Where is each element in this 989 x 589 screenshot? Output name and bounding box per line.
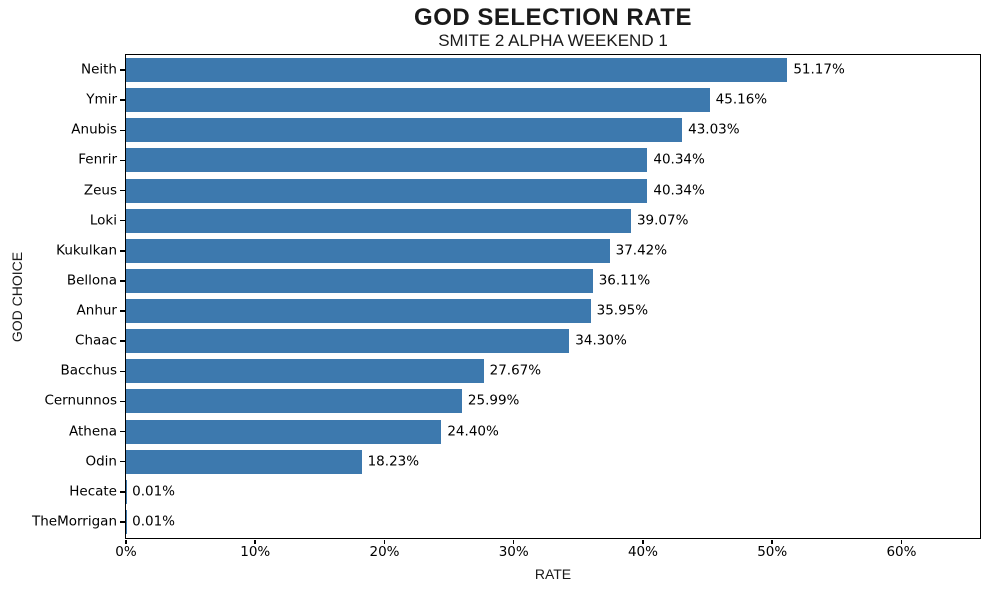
- y-tick-mark: [120, 189, 125, 192]
- x-tick-mark: [771, 539, 773, 544]
- bar: [126, 178, 648, 203]
- bar-value-label: 39.07%: [636, 211, 689, 228]
- x-tick-label: 50%: [757, 544, 788, 560]
- y-tick-mark: [120, 400, 125, 403]
- bar-value-label: 25.99%: [467, 392, 520, 409]
- x-tick-mark: [512, 539, 515, 544]
- x-tick-mark: [125, 539, 127, 544]
- bar-value-label: 40.34%: [653, 151, 705, 168]
- y-tick-mark: [120, 310, 125, 312]
- y-tick-mark: [120, 521, 125, 523]
- bar-value-label: 34.30%: [575, 332, 627, 349]
- plot-area: 51.17% Neith 45.16% Ymir 43.03% Anubis 40.34% F…: [32, 54, 981, 559]
- bar-value-label: 35.95%: [596, 302, 649, 319]
- y-tick-mark: [120, 219, 125, 222]
- chart-subtitle: SMITE 2 ALPHA WEEKEND 1: [438, 31, 668, 50]
- bar-value-label: 43.03%: [688, 121, 740, 138]
- y-tick-label: Athena: [69, 422, 117, 439]
- x-tick-mark: [642, 539, 644, 544]
- x-tick-mark: [900, 539, 903, 544]
- bar-value-label: 0.01%: [132, 513, 176, 530]
- y-tick-label: Neith: [80, 61, 117, 78]
- y-tick-label: Chaac: [75, 332, 117, 349]
- bar-value-label: 0.01%: [132, 483, 176, 500]
- bar: [126, 449, 362, 474]
- bar: [126, 58, 788, 83]
- y-tick-label: Odin: [85, 452, 117, 469]
- chart-title: GOD SELECTION RATE: [414, 4, 692, 31]
- y-tick-label: Ymir: [86, 91, 117, 108]
- y-tick-mark: [120, 280, 125, 282]
- y-tick-mark: [120, 129, 125, 132]
- bar: [126, 299, 591, 324]
- bar-value-label: 36.11%: [598, 272, 651, 289]
- y-tick-mark: [120, 340, 125, 342]
- y-tick-label: Kukulkan: [56, 242, 117, 259]
- bar-value-label: 51.17%: [793, 61, 845, 78]
- y-tick-label: Anubis: [71, 121, 117, 138]
- bar: [126, 148, 648, 173]
- bar: [126, 88, 710, 113]
- y-tick-label: Anhur: [76, 302, 117, 319]
- y-tick-label: Loki: [89, 211, 117, 228]
- y-tick-label: Bacchus: [60, 362, 117, 379]
- y-tick-mark: [120, 430, 125, 433]
- bar-value-label: 45.16%: [715, 91, 768, 108]
- y-tick-mark: [120, 370, 125, 373]
- bar: [126, 208, 631, 233]
- x-tick-label: 40%: [627, 544, 658, 560]
- x-tick-mark: [254, 539, 256, 544]
- y-tick-mark: [120, 69, 125, 71]
- y-tick-mark: [120, 250, 125, 252]
- y-tick-label: Bellona: [66, 272, 117, 289]
- bar: [126, 238, 610, 263]
- bar-value-label: 24.40%: [447, 422, 499, 439]
- bar: [126, 329, 570, 354]
- bar: [126, 268, 593, 293]
- bar: [126, 118, 683, 143]
- y-tick-label: Hecate: [69, 483, 117, 500]
- y-tick-mark: [120, 491, 125, 493]
- y-tick-label: TheMorrigan: [31, 513, 117, 530]
- x-tick-label: 10%: [240, 544, 271, 560]
- x-tick-label: 20%: [369, 544, 400, 560]
- x-tick-label: 30%: [498, 544, 529, 560]
- y-tick-label: Zeus: [83, 181, 117, 198]
- bar-value-label: 37.42%: [615, 242, 668, 259]
- x-tick-mark: [383, 539, 386, 544]
- y-tick-mark: [120, 460, 125, 463]
- bar-value-label: 27.67%: [489, 362, 542, 379]
- y-tick-label: Fenrir: [78, 151, 117, 168]
- bar-value-label: 18.23%: [367, 452, 420, 469]
- x-tick-label: 60%: [886, 544, 917, 560]
- y-tick-label: Cernunnos: [44, 392, 117, 409]
- y-tick-mark: [120, 159, 125, 162]
- bar: [126, 359, 484, 384]
- bar: [126, 419, 442, 444]
- y-axis-label: GOD CHOICE: [9, 251, 25, 343]
- bar-value-label: 40.34%: [653, 181, 705, 198]
- bar: [126, 389, 462, 414]
- x-tick-label: 0%: [115, 544, 137, 560]
- x-axis-label: RATE: [534, 566, 572, 582]
- y-tick-mark: [120, 99, 125, 101]
